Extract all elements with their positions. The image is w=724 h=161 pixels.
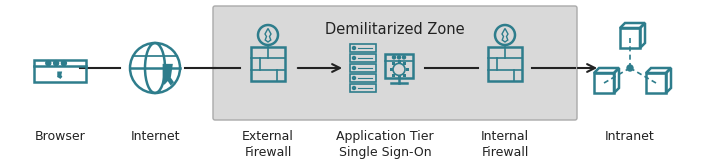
Bar [405, 68, 408, 71]
Bar [403, 74, 406, 76]
Circle shape [54, 61, 59, 66]
Text: Demilitarized Zone: Demilitarized Zone [325, 22, 465, 37]
Bar [350, 44, 376, 52]
Circle shape [353, 86, 355, 90]
Bar [397, 60, 400, 63]
Circle shape [353, 57, 355, 60]
Circle shape [353, 66, 355, 70]
Circle shape [353, 47, 355, 49]
Text: External
Firewall: External Firewall [242, 130, 294, 159]
Bar [385, 54, 413, 78]
Circle shape [403, 56, 405, 59]
Text: Application Tier
Single Sign-On: Application Tier Single Sign-On [336, 130, 434, 159]
Bar [390, 68, 392, 71]
Bar [392, 62, 395, 65]
Bar [350, 84, 376, 92]
Bar [594, 73, 614, 93]
Text: Internal
Firewall: Internal Firewall [481, 130, 529, 159]
Bar [392, 74, 395, 76]
FancyBboxPatch shape [213, 6, 577, 120]
Text: Internet: Internet [130, 130, 180, 143]
Bar [251, 47, 285, 81]
Circle shape [46, 61, 51, 66]
Bar [646, 73, 666, 93]
Bar [350, 64, 376, 72]
Polygon shape [164, 65, 172, 84]
Circle shape [62, 61, 67, 66]
Bar [34, 60, 86, 82]
Bar [620, 28, 640, 48]
Bar [350, 54, 376, 62]
Bar [488, 47, 522, 81]
Bar [403, 62, 406, 65]
Circle shape [353, 76, 355, 80]
Bar [397, 76, 400, 79]
Circle shape [392, 56, 395, 59]
Circle shape [627, 65, 633, 71]
Circle shape [397, 56, 400, 59]
Text: Intranet: Intranet [605, 130, 655, 143]
Polygon shape [59, 73, 61, 77]
Text: Browser: Browser [35, 130, 85, 143]
Bar [350, 74, 376, 82]
